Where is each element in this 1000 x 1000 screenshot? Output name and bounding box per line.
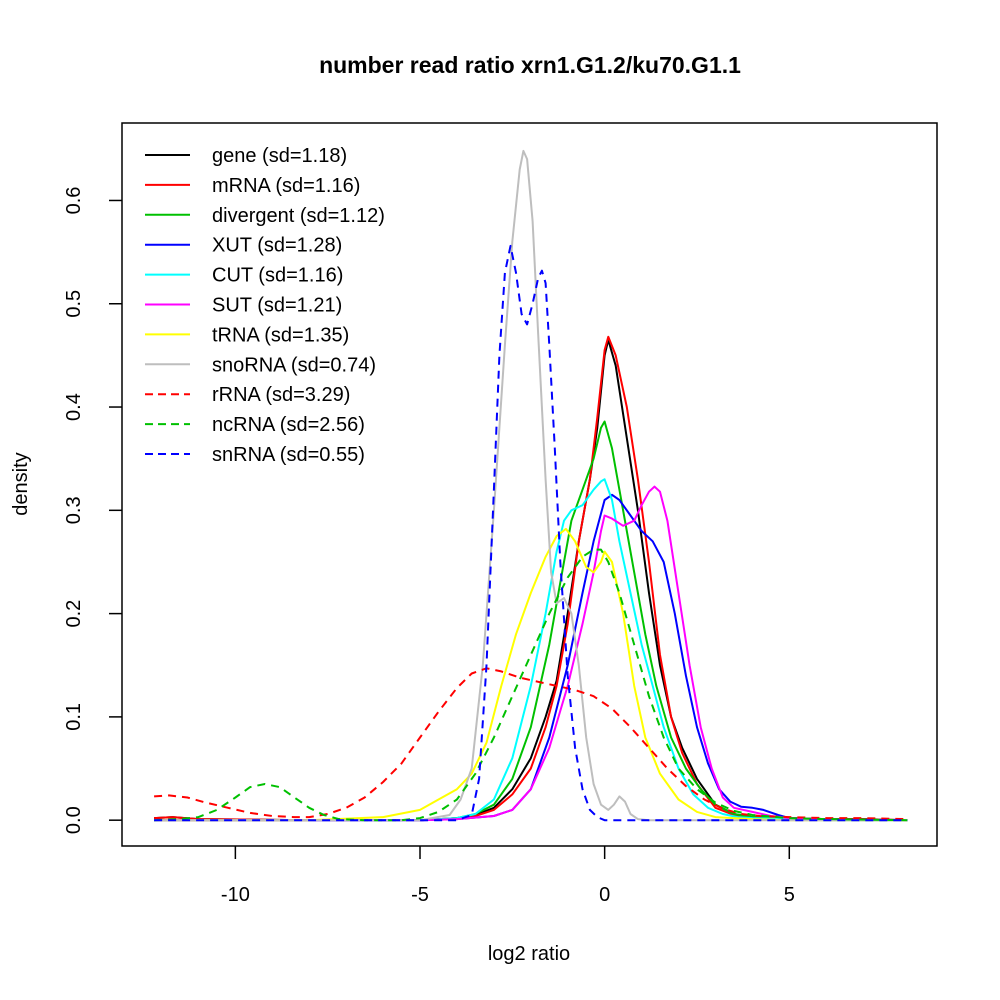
chart-title: number read ratio xrn1.G1.2/ku70.G1.1 (319, 52, 741, 78)
legend: gene (sd=1.18) mRNA (sd=1.16) divergent (s… (145, 145, 385, 466)
y-axis: 0.0 0.1 0.2 0.3 0.4 0.5 0.6 (63, 187, 122, 834)
x-tick-label: 5 (784, 884, 795, 906)
y-tick-label: 0.3 (63, 496, 85, 524)
legend-label: divergent (sd=1.12) (212, 205, 385, 227)
legend-item: snoRNA (sd=0.74) (145, 354, 376, 376)
y-tick-label: 0.4 (63, 393, 85, 421)
plot-frame (121, 122, 938, 847)
series-line-mrna (154, 335, 908, 822)
x-tick-label: -10 (221, 884, 250, 906)
series-line-cut (154, 478, 908, 822)
series-line-divergent (154, 420, 908, 822)
legend-item: tRNA (sd=1.35) (145, 324, 349, 346)
y-tick-label: 0.5 (63, 290, 85, 318)
legend-label: mRNA (sd=1.16) (212, 175, 360, 197)
legend-item: mRNA (sd=1.16) (145, 175, 360, 197)
x-tick-label: -5 (411, 884, 429, 906)
series-line-snrna (154, 244, 908, 822)
y-tick-label: 0.6 (63, 187, 85, 215)
legend-label: rRNA (sd=3.29) (212, 384, 350, 406)
series-line-trna (154, 527, 908, 822)
series-line-ncrna (154, 548, 908, 822)
series-line-rrna (154, 667, 908, 821)
y-tick-label: 0.0 (63, 806, 85, 834)
legend-label: snRNA (sd=0.55) (212, 444, 365, 466)
legend-label: ncRNA (sd=2.56) (212, 414, 365, 436)
legend-label: gene (sd=1.18) (212, 145, 347, 167)
y-axis-label: density (10, 452, 32, 515)
legend-label: SUT (sd=1.21) (212, 295, 342, 317)
legend-label: XUT (sd=1.28) (212, 235, 342, 257)
y-tick-label: 0.2 (63, 600, 85, 628)
legend-item: ncRNA (sd=2.56) (145, 414, 365, 436)
legend-label: snoRNA (sd=0.74) (212, 354, 376, 376)
legend-item: SUT (sd=1.21) (145, 295, 342, 317)
legend-label: CUT (sd=1.16) (212, 265, 343, 287)
series-line-xut (154, 493, 908, 822)
series-line-gene (154, 338, 908, 822)
x-axis-label: log2 ratio (488, 943, 570, 965)
legend-item: XUT (sd=1.28) (145, 235, 342, 257)
legend-item: divergent (sd=1.12) (145, 205, 385, 227)
x-tick-label: 0 (599, 884, 610, 906)
legend-label: tRNA (sd=1.35) (212, 324, 349, 346)
series-line-snorna (154, 149, 908, 822)
y-tick-label: 0.1 (63, 703, 85, 731)
x-axis: -10 -5 0 5 (221, 846, 795, 906)
legend-item: gene (sd=1.18) (145, 145, 347, 167)
series-line-sut (154, 485, 908, 822)
legend-item: CUT (sd=1.16) (145, 265, 343, 287)
legend-item: rRNA (sd=3.29) (145, 384, 350, 406)
series-lines (154, 149, 908, 822)
legend-item: snRNA (sd=0.55) (145, 444, 365, 466)
